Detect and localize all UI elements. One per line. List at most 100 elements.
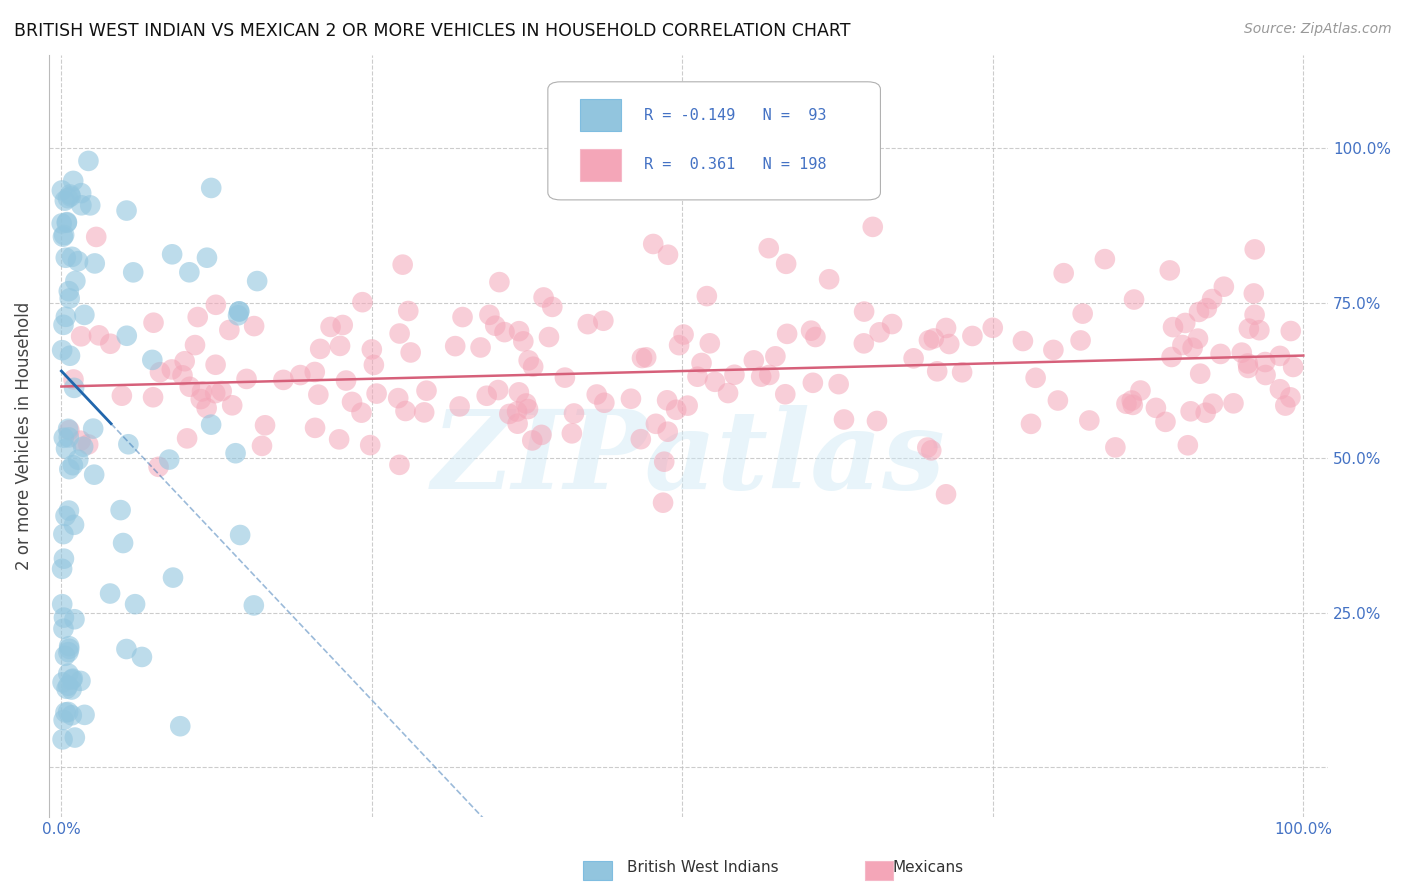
Point — [191, 384, 214, 399]
Point — [704, 375, 727, 389]
Point — [58, 645, 80, 659]
Point — [1078, 413, 1101, 427]
Text: Source: ZipAtlas.com: Source: ZipAtlas.com — [1244, 22, 1392, 37]
Point — [142, 390, 165, 404]
Point — [1104, 441, 1126, 455]
Point — [141, 352, 163, 367]
Point — [60, 250, 83, 264]
Point — [58, 666, 80, 681]
Point — [243, 599, 266, 613]
Point — [749, 369, 772, 384]
Point — [818, 272, 841, 286]
Point — [352, 295, 374, 310]
Point — [53, 648, 76, 663]
Point — [350, 406, 373, 420]
Point — [1019, 417, 1042, 431]
Point — [58, 639, 80, 653]
Point — [340, 395, 363, 409]
Text: R = -0.149   N =  93: R = -0.149 N = 93 — [644, 108, 827, 123]
Point — [1154, 415, 1177, 429]
Point — [52, 551, 75, 566]
Point — [1189, 367, 1212, 381]
Point — [157, 452, 180, 467]
Point — [1188, 305, 1211, 319]
Point — [657, 425, 679, 439]
Point — [218, 323, 240, 337]
Point — [59, 189, 82, 203]
Point — [394, 404, 416, 418]
Point — [66, 254, 89, 268]
Point — [52, 431, 75, 445]
Point — [55, 251, 77, 265]
Point — [173, 354, 195, 368]
Point — [723, 368, 745, 382]
Point — [1042, 343, 1064, 357]
Point — [686, 369, 709, 384]
Point — [1254, 355, 1277, 369]
Point — [399, 345, 422, 359]
Point — [131, 649, 153, 664]
Point — [927, 364, 949, 378]
Point — [250, 439, 273, 453]
Point — [1237, 361, 1260, 376]
Point — [1160, 350, 1182, 364]
Point — [1222, 396, 1244, 410]
Point — [1201, 292, 1223, 306]
Point — [243, 319, 266, 334]
Point — [1268, 349, 1291, 363]
Point — [72, 440, 94, 454]
Point — [53, 227, 76, 242]
Point — [60, 673, 83, 687]
Point — [190, 392, 212, 406]
Point — [83, 467, 105, 482]
Point — [630, 432, 652, 446]
Point — [63, 612, 86, 626]
Point — [56, 705, 79, 719]
Point — [444, 339, 467, 353]
Point — [55, 442, 77, 456]
Point — [1274, 399, 1296, 413]
Point — [396, 304, 419, 318]
Point — [935, 487, 957, 501]
Point — [922, 331, 945, 345]
Point — [1230, 345, 1253, 359]
Point — [517, 402, 540, 417]
Point — [51, 562, 73, 576]
Point — [592, 314, 614, 328]
Point — [918, 333, 941, 347]
Point — [530, 428, 553, 442]
Point — [938, 337, 960, 351]
Point — [79, 198, 101, 212]
Point — [82, 422, 104, 436]
Point — [696, 289, 718, 303]
Point — [62, 458, 84, 472]
Point — [59, 349, 82, 363]
Point — [60, 682, 83, 697]
Point — [832, 412, 855, 426]
Text: British West Indians: British West Indians — [627, 861, 779, 875]
Point — [699, 336, 721, 351]
Point — [1046, 393, 1069, 408]
Point — [920, 443, 942, 458]
Point — [742, 353, 765, 368]
Point — [204, 358, 226, 372]
Point — [512, 334, 534, 349]
Point — [169, 719, 191, 733]
Point — [70, 198, 93, 212]
Point — [1236, 356, 1258, 370]
Point — [668, 338, 690, 352]
Point — [1129, 384, 1152, 398]
Point — [1053, 266, 1076, 280]
Point — [522, 359, 544, 374]
Point — [962, 329, 984, 343]
Point — [717, 386, 740, 401]
Point — [917, 441, 939, 455]
Point — [52, 713, 75, 727]
Point — [576, 317, 599, 331]
Point — [1159, 263, 1181, 277]
Point — [515, 396, 537, 410]
Point — [200, 417, 222, 432]
Point — [52, 610, 75, 624]
Point — [122, 265, 145, 279]
Point — [63, 517, 86, 532]
